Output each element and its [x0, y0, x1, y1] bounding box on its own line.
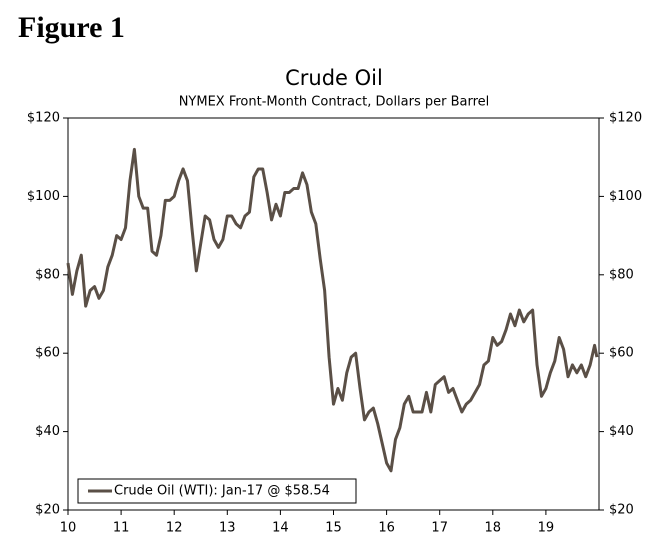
- y-tick-label: $80: [35, 267, 60, 282]
- figure-heading: Figure 1: [18, 11, 125, 44]
- x-tick-label: 13: [219, 521, 236, 536]
- series-line: [66, 147, 599, 473]
- y-tick-label: $60: [35, 346, 60, 361]
- y2-tick-label: $120: [609, 111, 642, 126]
- x-tick-label: 15: [325, 521, 342, 536]
- y2-tick-label: $100: [609, 189, 642, 204]
- x-tick-label: 10: [60, 521, 77, 536]
- y-tick-label: $40: [35, 424, 60, 439]
- y-tick-label: $20: [35, 503, 60, 518]
- x-tick-label: 11: [113, 521, 130, 536]
- legend-label: Crude Oil (WTI): Jan-17 @ $58.54: [114, 484, 330, 499]
- legend-box: [77, 478, 357, 504]
- chart-title: Crude Oil: [285, 66, 383, 90]
- y-tick-label: $100: [27, 189, 60, 204]
- x-tick-label: 16: [378, 521, 395, 536]
- y2-tick-label: $40: [609, 424, 634, 439]
- y2-tick-label: $80: [609, 267, 634, 282]
- x-tick-label: 17: [431, 521, 448, 536]
- x-tick-label: 14: [272, 521, 289, 536]
- x-tick-label: 19: [538, 521, 555, 536]
- x-tick-label: 18: [485, 521, 502, 536]
- x-tick-label: 12: [166, 521, 183, 536]
- y2-tick-label: $60: [609, 346, 634, 361]
- y-tick-label: $120: [27, 111, 60, 126]
- y2-tick-label: $20: [609, 503, 634, 518]
- chart-subtitle: NYMEX Front-Month Contract, Dollars per …: [179, 95, 490, 110]
